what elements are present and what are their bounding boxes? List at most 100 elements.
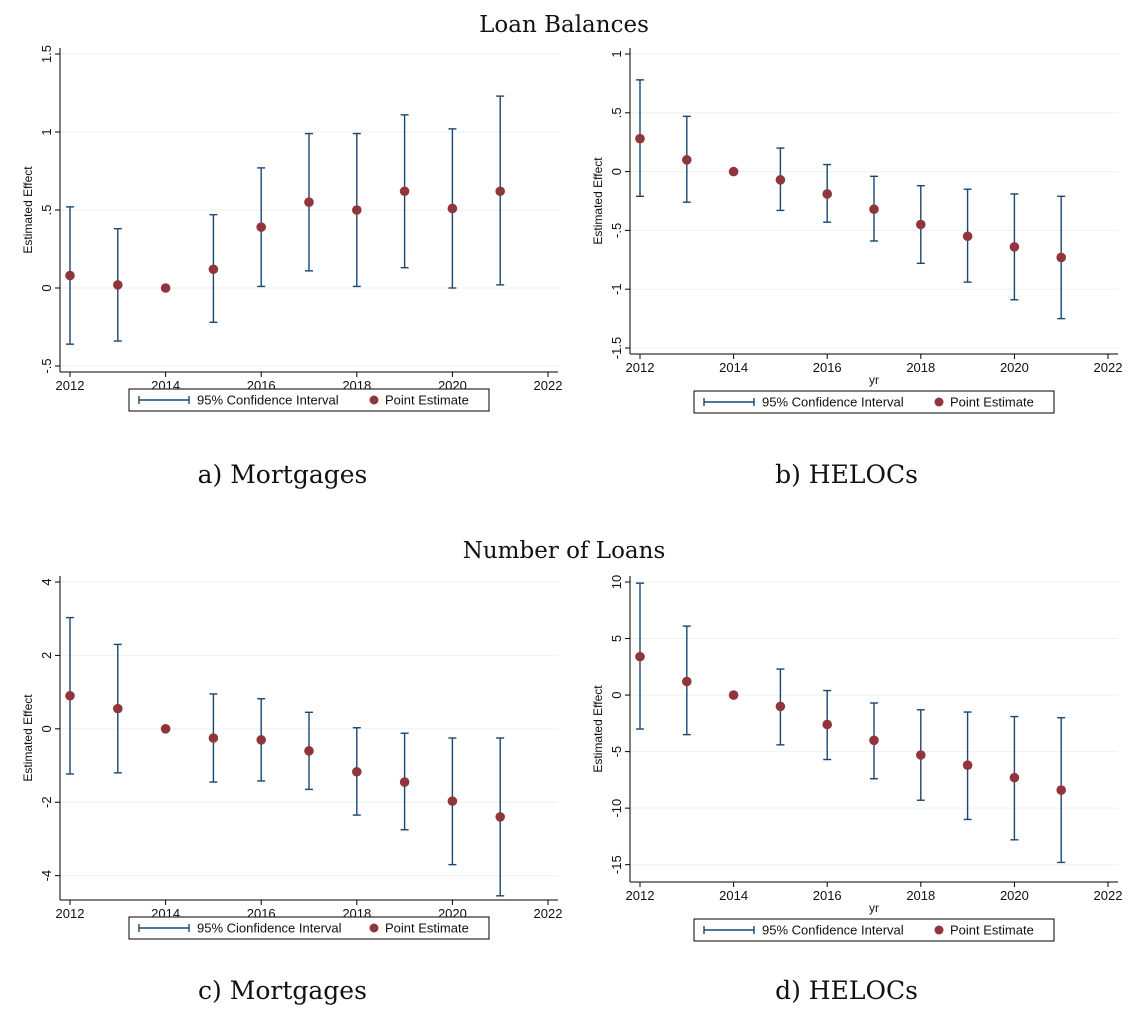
legend-box [693, 918, 1055, 942]
caption-a: a) Mortgages [197, 460, 368, 489]
x-tick-label: 2022 [1094, 888, 1123, 903]
point-estimate-2018 [916, 219, 926, 230]
x-tick-label: 2014 [719, 888, 748, 903]
y-tick-label: 10 [609, 575, 624, 589]
y-tick-label: .5 [39, 205, 54, 216]
point-estimate-2016 [256, 735, 266, 745]
legend-point-label: Point Estimate [950, 923, 1034, 938]
caption-c: c) Mortgages [198, 976, 367, 1005]
point-estimate-2021 [1056, 252, 1066, 263]
x-tick-label: 2012 [56, 378, 85, 393]
point-estimate-2013 [113, 280, 123, 290]
y-tick-label: .5 [609, 107, 624, 118]
x-tick-label: 2020 [1000, 360, 1029, 375]
x-tick-label: 2012 [626, 360, 655, 375]
point-estimate-2016 [822, 189, 832, 199]
y-tick-label: 0 [609, 691, 624, 698]
x-axis-title: yr [869, 901, 879, 915]
y-axis-title: Estimated Effect [21, 166, 35, 254]
x-tick-label: 2020 [1000, 888, 1029, 903]
y-tick-label: 1 [609, 50, 624, 57]
point-estimate-2015 [208, 264, 219, 275]
point-estimate-2020 [1009, 772, 1020, 783]
y-tick-label: -1 [609, 283, 624, 295]
point-estimate-2021 [495, 812, 506, 822]
caption-d: d) HELOCs [775, 976, 918, 1005]
y-tick-label: -2 [39, 796, 54, 808]
point-estimate-2019 [962, 760, 973, 770]
point-estimate-2013 [682, 676, 692, 687]
y-tick-label: 0 [39, 284, 54, 291]
legend-point-label: Point Estimate [385, 393, 469, 408]
y-tick-label: -5 [609, 746, 624, 758]
legend-point-swatch [934, 397, 944, 407]
legend-ci-label: 95% Confidence Interval [197, 393, 339, 408]
y-axis-title: Estimated Effect [591, 685, 605, 773]
point-estimate-2019 [399, 777, 410, 787]
legend-box [128, 916, 490, 940]
point-estimate-2016 [256, 222, 266, 232]
y-tick-label: -10 [609, 799, 624, 818]
point-estimate-2018 [916, 750, 926, 760]
point-estimate-2018 [352, 766, 362, 777]
x-tick-label: 2016 [813, 360, 842, 375]
legend-ci-label: 95% Confidence Interval [762, 395, 904, 410]
point-estimate-2012 [65, 690, 75, 701]
y-tick-label: 0 [39, 725, 54, 732]
heading-loan-balances: Loan Balances [479, 12, 649, 38]
point-estimate-2014 [160, 283, 171, 293]
legend-box [128, 388, 490, 412]
point-estimate-2016 [822, 719, 832, 730]
point-estimate-2021 [1056, 785, 1066, 795]
x-tick-label: 2018 [906, 360, 935, 375]
point-estimate-2015 [775, 175, 786, 185]
legend-point-label: Point Estimate [950, 395, 1034, 410]
y-axis-title: Estimated Effect [591, 157, 605, 245]
point-estimate-2019 [399, 186, 410, 197]
legend-point-swatch [369, 923, 379, 933]
point-estimate-2017 [304, 197, 314, 207]
y-tick-label: -.5 [609, 223, 624, 238]
y-tick-label: -1.5 [609, 337, 624, 359]
chart-b-heloc-balances: -1.5 -1 -.5 0 .5 1 2012 2014 2016 2018 2020 2022 Est… [591, 48, 1123, 414]
x-tick-label: 2014 [719, 360, 748, 375]
point-estimate-2015 [208, 733, 219, 743]
legend-ci-label: 95% Confidence Interval [762, 923, 904, 938]
y-tick-label: 1.5 [39, 45, 54, 63]
x-axis-title: yr [869, 373, 879, 387]
y-tick-label: 1 [39, 128, 54, 135]
point-estimate-2020 [447, 203, 458, 214]
legend-point-label: Point Estimate [385, 921, 469, 936]
x-tick-label: 2022 [534, 378, 563, 393]
point-estimate-2012 [635, 651, 645, 662]
y-tick-label: 4 [39, 578, 54, 585]
point-estimate-2013 [113, 703, 123, 714]
y-tick-label: -4 [39, 870, 54, 882]
point-estimate-2015 [775, 701, 786, 712]
y-tick-label: 2 [39, 652, 54, 659]
point-estimate-2020 [447, 796, 458, 806]
legend-point-swatch [934, 925, 944, 935]
chart-d-heloc-count: -15 -10 -5 0 5 10 2012 2014 2016 2018 2020 2022 Esti… [591, 575, 1123, 942]
heading-number-of-loans: Number of Loans [462, 538, 666, 564]
x-tick-label: 2022 [534, 906, 563, 921]
y-tick-label: -.5 [39, 358, 54, 373]
point-estimate-2019 [962, 231, 973, 242]
x-tick-label: 2018 [906, 888, 935, 903]
point-estimate-2014 [728, 690, 739, 700]
point-estimate-2017 [869, 735, 879, 746]
point-estimate-2013 [682, 155, 692, 165]
point-estimate-2017 [304, 746, 314, 756]
legend-ci-label: 95% Cionfidence Interval [197, 921, 342, 936]
x-tick-label: 2012 [626, 888, 655, 903]
y-tick-label: 5 [609, 635, 624, 642]
point-estimate-2020 [1009, 242, 1020, 252]
point-estimate-2012 [65, 270, 75, 281]
y-tick-label: -15 [609, 855, 624, 874]
point-estimate-2014 [728, 166, 739, 177]
point-estimate-2021 [495, 186, 506, 197]
y-axis-title: Estimated Effect [21, 694, 35, 782]
x-tick-label: 2022 [1094, 360, 1123, 375]
